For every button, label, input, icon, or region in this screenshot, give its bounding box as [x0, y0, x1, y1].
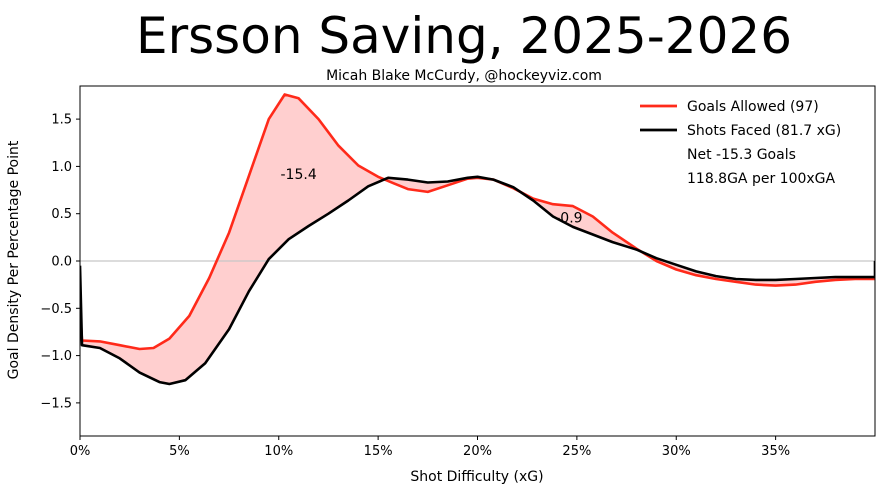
y-tick-label: −1.0 [40, 349, 72, 364]
x-tick-label: 30% [662, 444, 691, 459]
x-tick-label: 20% [463, 444, 492, 459]
y-tick-label: 1.5 [51, 113, 72, 128]
series-line-0 [80, 93, 875, 351]
legend-note: 118.8GA per 100xGA [687, 171, 836, 187]
chart-subtitle: Micah Blake McCurdy, @hockeyviz.com [326, 68, 602, 84]
y-tick-label: 0.0 [51, 255, 72, 270]
y-axis-label: Goal Density Per Percentage Point [6, 140, 22, 379]
x-tick-label: 10% [264, 444, 293, 459]
y-tick-label: −0.5 [40, 302, 72, 317]
difference-annotation: -15.4 [281, 167, 317, 183]
x-tick-label: 0% [70, 444, 91, 459]
x-tick-label: 35% [761, 444, 790, 459]
difference-annotation: -0.9 [555, 210, 582, 226]
legend: Goals Allowed (97) Shots Faced (81.7 xG) N… [640, 99, 841, 187]
x-tick-label: 25% [562, 444, 591, 459]
y-tick-label: 1.0 [51, 160, 72, 175]
legend-note: Net -15.3 Goals [687, 147, 796, 163]
chart-title: Ersson Saving, 2025-2026 [136, 7, 792, 65]
legend-label: Goals Allowed (97) [687, 99, 819, 115]
plot-area: 0% 5% 10% 15% 20% 25% 30% 35% −1.5 −1.0 −0.5 0.0 0.5… [40, 85, 876, 459]
x-tick-label: 5% [169, 444, 190, 459]
x-axis-label: Shot Difficulty (xG) [410, 469, 543, 485]
series-line-1 [80, 175, 875, 386]
x-tick-label: 15% [364, 444, 393, 459]
difference-fill [82, 94, 875, 384]
y-tick-label: 0.5 [51, 207, 72, 222]
y-tick-label: −1.5 [40, 396, 72, 411]
legend-label: Shots Faced (81.7 xG) [687, 123, 841, 139]
